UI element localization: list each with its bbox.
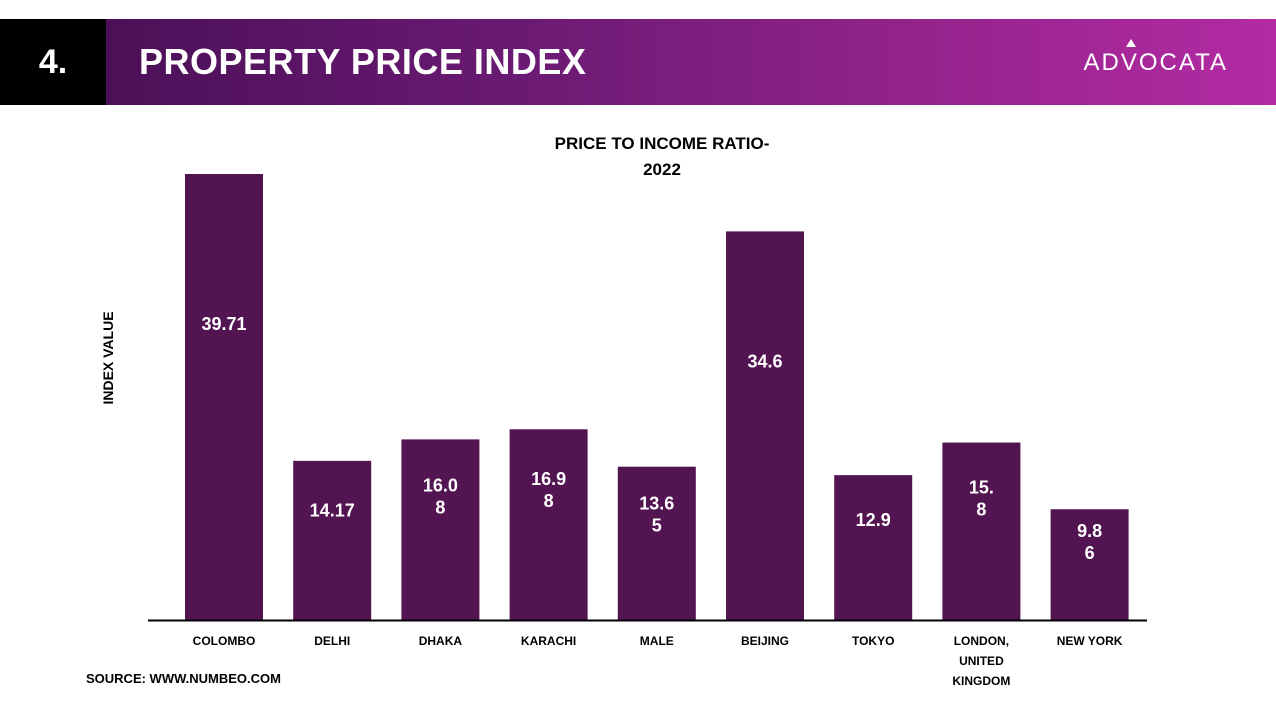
data-label-0: 39.71 (201, 314, 246, 334)
category-label-2: DHAKA (419, 634, 463, 648)
section-number: 4. (0, 19, 106, 105)
category-label-3: KARACHI (521, 634, 576, 648)
bar-3 (509, 429, 588, 620)
source-note: SOURCE: WWW.NUMBEO.COM (86, 671, 281, 686)
data-label-1: 14.17 (310, 501, 355, 521)
category-label-8: NEW YORK (1057, 634, 1123, 648)
header-banner: PROPERTY PRICE INDEX ADVOCATA (106, 19, 1276, 105)
bar-0 (185, 174, 263, 620)
chart-title-line: PRICE TO INCOME RATIO- (554, 134, 770, 153)
data-label-8: 9.8 6 (1077, 521, 1102, 563)
category-label-7: LONDON, UNITED KINGDOM (952, 634, 1010, 688)
bar-4 (617, 466, 696, 620)
data-label-3: 16.9 8 (531, 469, 566, 511)
data-label-5: 34.6 (747, 351, 782, 371)
bar-1 (293, 460, 372, 620)
chart-title: PRICE TO INCOME RATIO- 2022 (512, 131, 812, 183)
data-label-6: 12.9 (856, 510, 891, 530)
bar-5 (726, 231, 804, 621)
data-label-7: 15. 8 (969, 478, 994, 520)
category-label-5: BEIJING (741, 634, 789, 648)
category-label-1: DELHI (314, 634, 350, 648)
bar-7 (942, 442, 1021, 620)
bar-6 (834, 475, 913, 620)
page-title: PROPERTY PRICE INDEX (139, 41, 587, 82)
bar-8 (1050, 509, 1129, 620)
category-label-4: MALE (640, 634, 674, 648)
bar-2 (401, 439, 480, 620)
advocata-logo: ADVOCATA (1084, 19, 1228, 105)
data-label-4: 13.6 5 (639, 493, 674, 535)
chart-title-line: 2022 (643, 160, 681, 179)
logo-accent-icon (1125, 39, 1136, 47)
data-label-2: 16.0 8 (423, 476, 458, 518)
category-label-0: COLOMBO (193, 634, 256, 648)
category-label-6: TOKYO (852, 634, 894, 648)
logo-text: ADVOCATA (1083, 49, 1228, 76)
